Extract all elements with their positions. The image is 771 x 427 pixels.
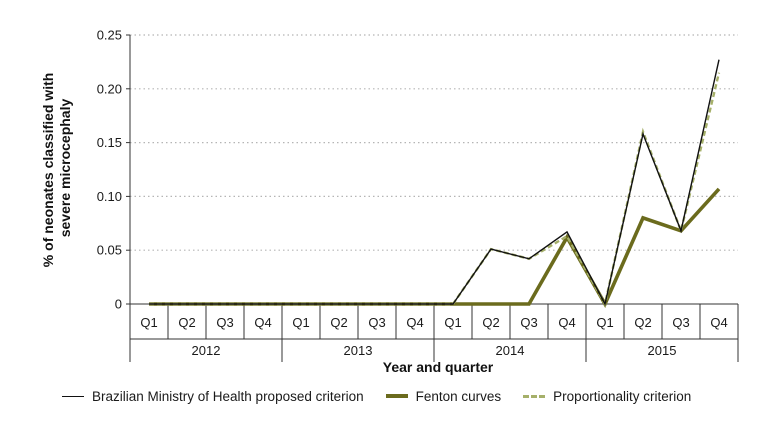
legend-label-fenton: Fenton curves bbox=[415, 388, 502, 404]
quarter-label: Q3 bbox=[520, 315, 537, 330]
series-line-brazilian-ministry-of-health-proposed-criterion bbox=[149, 59, 720, 307]
y-tick-label: 0.20 bbox=[97, 81, 122, 96]
legend: Brazilian Ministry of Health proposed cr… bbox=[62, 386, 762, 406]
series-line-proportionality-criterion bbox=[149, 72, 721, 308]
quarter-label: Q2 bbox=[178, 315, 195, 330]
legend-swatch-fenton bbox=[385, 394, 408, 398]
y-axis-title-line-2: severe microcephaly bbox=[57, 99, 73, 238]
quarter-label: Q4 bbox=[558, 315, 575, 330]
quarter-label: Q2 bbox=[634, 315, 651, 330]
quarter-label: Q4 bbox=[710, 315, 727, 330]
x-axis: Q1 Q2 Q3 Q4 Q1 Q2 Q3 Q4 Q1 Q2 Q3 Q4 Q1 Q2 Q3 Q4 2012 2013… bbox=[129, 303, 739, 362]
quarter-label: Q1 bbox=[444, 315, 461, 330]
y-axis: 0 0.05 0.10 0.15 0.20 0.25 bbox=[97, 28, 131, 312]
legend-item-proportionality: Proportionality criterion bbox=[523, 389, 691, 404]
legend-label-proportionality: Proportionality criterion bbox=[553, 388, 692, 404]
quarter-label: Q4 bbox=[254, 315, 271, 330]
legend-item-fenton: Fenton curves bbox=[385, 388, 502, 404]
quarter-label: Q3 bbox=[672, 315, 689, 330]
year-label: 2013 bbox=[344, 343, 373, 358]
quarter-label: Q2 bbox=[330, 315, 347, 330]
y-axis-title-line-1: % of neonates classified with bbox=[40, 73, 56, 268]
series-lines bbox=[149, 59, 721, 308]
x-axis-title: Year and quarter bbox=[383, 359, 494, 375]
y-axis-title: % of neonates classified with severe mic… bbox=[40, 69, 73, 267]
quarter-label: Q1 bbox=[596, 315, 613, 330]
quarter-label: Q3 bbox=[368, 315, 385, 330]
series-line-fenton-curves bbox=[149, 187, 721, 308]
y-tick-label: 0.10 bbox=[97, 189, 122, 204]
y-tick-label: 0 bbox=[115, 297, 122, 312]
legend-swatch-proportionality bbox=[523, 394, 546, 398]
year-label: 2014 bbox=[496, 343, 525, 358]
quarter-label: Q4 bbox=[406, 315, 423, 330]
quarter-label: Q1 bbox=[292, 315, 309, 330]
year-label: 2015 bbox=[648, 343, 677, 358]
y-tick-label: 0.05 bbox=[97, 243, 122, 258]
legend-swatch-ministry bbox=[62, 395, 84, 397]
year-label: 2012 bbox=[192, 343, 221, 358]
y-tick-label: 0.25 bbox=[97, 28, 122, 43]
quarter-label: Q1 bbox=[140, 315, 157, 330]
quarter-label: Q3 bbox=[216, 315, 233, 330]
legend-label-ministry: Brazilian Ministry of Health proposed cr… bbox=[92, 388, 364, 404]
y-tick-label: 0.15 bbox=[97, 135, 122, 150]
quarter-label: Q2 bbox=[482, 315, 499, 330]
legend-item-ministry: Brazilian Ministry of Health proposed cr… bbox=[62, 389, 364, 404]
